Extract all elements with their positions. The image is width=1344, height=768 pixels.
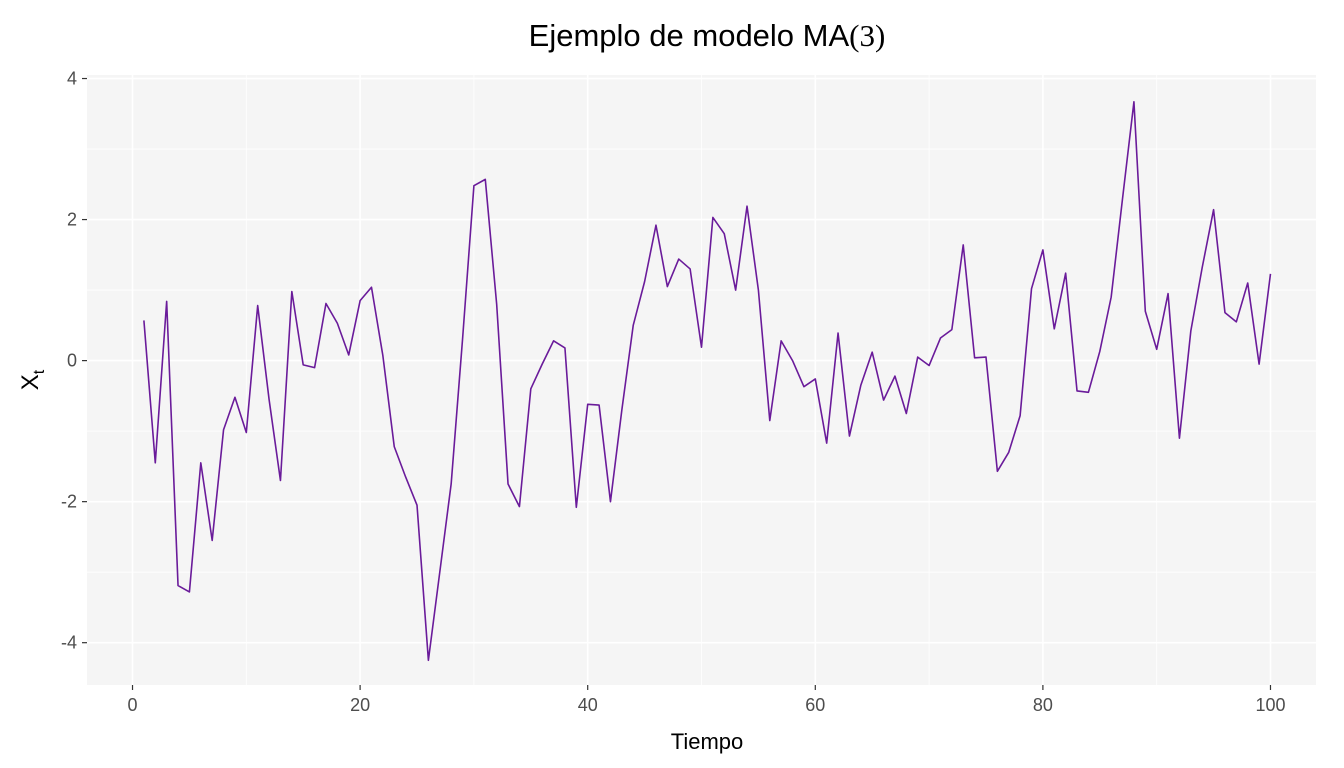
major-gridlines: [87, 75, 1316, 685]
y-axis-title-subscript: t: [31, 369, 48, 374]
x-tick-label: 40: [578, 695, 598, 715]
x-tick-label: 20: [350, 695, 370, 715]
y-tick-label: 0: [67, 351, 77, 371]
chart-title: Ejemplo de modelo MA(3): [529, 18, 886, 53]
x-axis: 0 20 40 60 80 100: [128, 685, 1286, 715]
y-tick-label: 2: [67, 210, 77, 230]
x-tick-label: 60: [805, 695, 825, 715]
x-tick-label: 80: [1033, 695, 1053, 715]
y-axis-title: Xt: [17, 369, 48, 390]
y-tick-label: -2: [61, 492, 77, 512]
y-axis: -4 -2 0 2 4: [61, 69, 87, 653]
chart-title-paren: (3): [849, 18, 885, 53]
minor-gridlines: [87, 75, 1316, 685]
y-tick-label: -4: [61, 633, 77, 653]
x-axis-title: Tiempo: [671, 729, 744, 754]
x-tick-label: 0: [128, 695, 138, 715]
chart-title-text: Ejemplo de modelo MA: [529, 18, 850, 53]
y-axis-title-main: X: [17, 374, 44, 390]
x-tick-label: 100: [1255, 695, 1285, 715]
y-tick-label: 4: [67, 69, 77, 89]
series-line: [143, 101, 1272, 662]
